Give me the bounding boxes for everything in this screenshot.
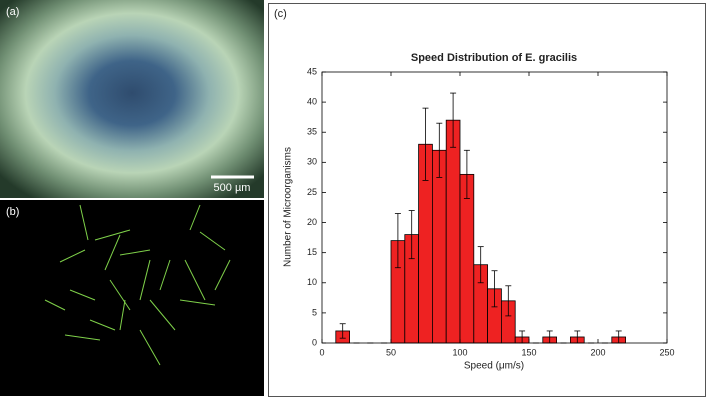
y-tick-label: 0 [312, 337, 317, 347]
y-tick-label: 40 [307, 96, 317, 106]
plot-frame [321, 71, 668, 344]
micrograph [0, 0, 264, 198]
bar [431, 149, 447, 344]
y-tick-label: 10 [307, 277, 317, 287]
error-bar [394, 213, 401, 269]
error-bar [450, 92, 457, 148]
panel-label: (a) [6, 6, 19, 18]
panel-label: (b) [6, 206, 19, 218]
error-bar [491, 270, 498, 308]
y-tick-label: 45 [307, 66, 317, 76]
y-axis-label: Number of Microorganisms [283, 147, 294, 267]
y-tick-label: 30 [307, 157, 317, 167]
x-tick-label: 150 [521, 347, 536, 357]
error-bar [408, 210, 415, 260]
error-bar [422, 107, 429, 181]
tracks-image [0, 200, 264, 396]
x-tick-label: 50 [386, 347, 396, 357]
bar [459, 173, 475, 344]
y-tick-label: 35 [307, 127, 317, 137]
error-bar [436, 122, 443, 178]
error-bar [505, 285, 512, 317]
bar [445, 119, 461, 344]
x-tick-label: 250 [659, 347, 674, 357]
tracks [44, 204, 231, 366]
y-tick-label: 5 [312, 307, 317, 317]
error-bar [463, 149, 470, 199]
y-tick-label: 15 [307, 247, 317, 257]
error-bar [339, 323, 346, 339]
scale-bar-label: 500 µm [214, 182, 251, 194]
chart-title: Speed Distribution of E. gracilis [411, 52, 577, 64]
x-tick-label: 0 [319, 347, 324, 357]
x-tick-label: 200 [590, 347, 605, 357]
x-axis-label: Speed (μm/s) [464, 361, 524, 372]
panel-label: (c) [274, 8, 287, 20]
y-tick-label: 20 [307, 217, 317, 227]
y-tick-label: 25 [307, 187, 317, 197]
x-tick-label: 100 [452, 347, 467, 357]
error-bar [477, 246, 484, 284]
